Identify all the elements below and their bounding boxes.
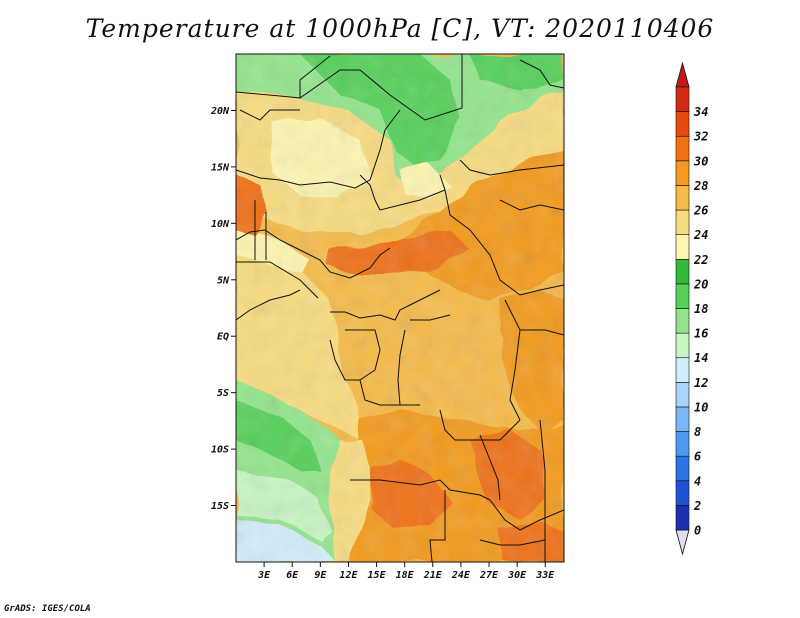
lon-tick-label: 12E [339, 570, 358, 581]
colorbar-segment [675, 185, 690, 211]
colorbar-label: 8 [694, 425, 701, 439]
grads-credit: GrADS: IGES/COLA [4, 604, 91, 614]
longitude-axis: 3E 6E 9E 12E 15E 18E 21E 24E 27E 30E 33E [257, 562, 555, 581]
colorbar-above-triangle [675, 61, 690, 88]
colorbar-segment [675, 406, 690, 432]
colorbar-segment [675, 455, 690, 482]
lat-tick-label: 15S [211, 501, 229, 512]
lat-tick-label: 20N [210, 106, 230, 117]
lon-tick-label: 21E [423, 570, 443, 581]
colorbar-segment [675, 357, 690, 383]
colorbar-segment [675, 283, 690, 309]
colorbar-label: 14 [694, 351, 708, 365]
colorbar-segment [675, 135, 690, 162]
country-borders [236, 54, 564, 562]
colorbar-label: 0 [694, 524, 701, 538]
lat-tick-label: EQ [217, 332, 229, 343]
colorbar-segment [675, 332, 690, 359]
colorbar-label: 18 [694, 302, 708, 316]
colorbar-label: 2 [693, 499, 701, 513]
map-title: Temperature at 1000hPa [C], VT: 20201104… [85, 14, 715, 43]
colorbar-label: 6 [694, 450, 701, 464]
lon-tick-label: 15E [368, 570, 387, 581]
colorbar-segment [675, 382, 690, 408]
colorbar-segment [675, 160, 690, 186]
colorbar-label: 22 [693, 253, 708, 267]
lon-tick-label: 30E [507, 570, 527, 581]
colorbar-segment [675, 308, 690, 334]
shaded-field [236, 54, 564, 562]
lon-tick-label: 6E [286, 570, 299, 581]
lon-tick-label: 9E [314, 570, 327, 581]
colorbar-label: 20 [693, 277, 708, 291]
lat-tick-label: 5S [217, 388, 229, 399]
colorbar-segment [675, 505, 690, 531]
colorbar-label: 16 [694, 327, 708, 341]
colorbar-segment [675, 86, 690, 112]
colorbar-segment [675, 209, 690, 235]
lat-tick-label: 10N [211, 219, 230, 230]
colorbar-label: 32 [693, 130, 708, 144]
colorbar-label: 30 [693, 154, 708, 168]
colorbar-label: 28 [693, 179, 708, 193]
lat-tick-label: 15N [211, 162, 230, 173]
lon-tick-label: 33E [535, 570, 555, 581]
lon-tick-label: 3E [257, 570, 271, 581]
colorbar-label: 12 [694, 376, 708, 390]
latitude-axis: 20N 15N 10N 5N EQ 5S 10S 15S [210, 106, 236, 512]
colorbar-label: 4 [694, 474, 701, 488]
lon-tick-label: 24E [451, 570, 471, 581]
map-frame [235, 53, 565, 563]
colorbar-segment [675, 234, 690, 260]
lat-tick-label: 5N [217, 275, 230, 286]
colorbar-below-triangle [675, 529, 690, 556]
lat-tick-label: 10S [211, 445, 229, 456]
colorbar-label: 26 [693, 204, 708, 218]
colorbar-label: 34 [693, 105, 708, 119]
colorbar-segment [675, 431, 690, 457]
colorbar-label: 10 [694, 400, 708, 414]
lon-tick-label: 27E [479, 570, 499, 581]
colorbar-segment [675, 111, 690, 137]
colorbar-label: 24 [693, 228, 708, 242]
colorbar-segment [675, 258, 690, 285]
colorbar-segment [675, 480, 690, 506]
lon-tick-label: 18E [396, 570, 415, 581]
